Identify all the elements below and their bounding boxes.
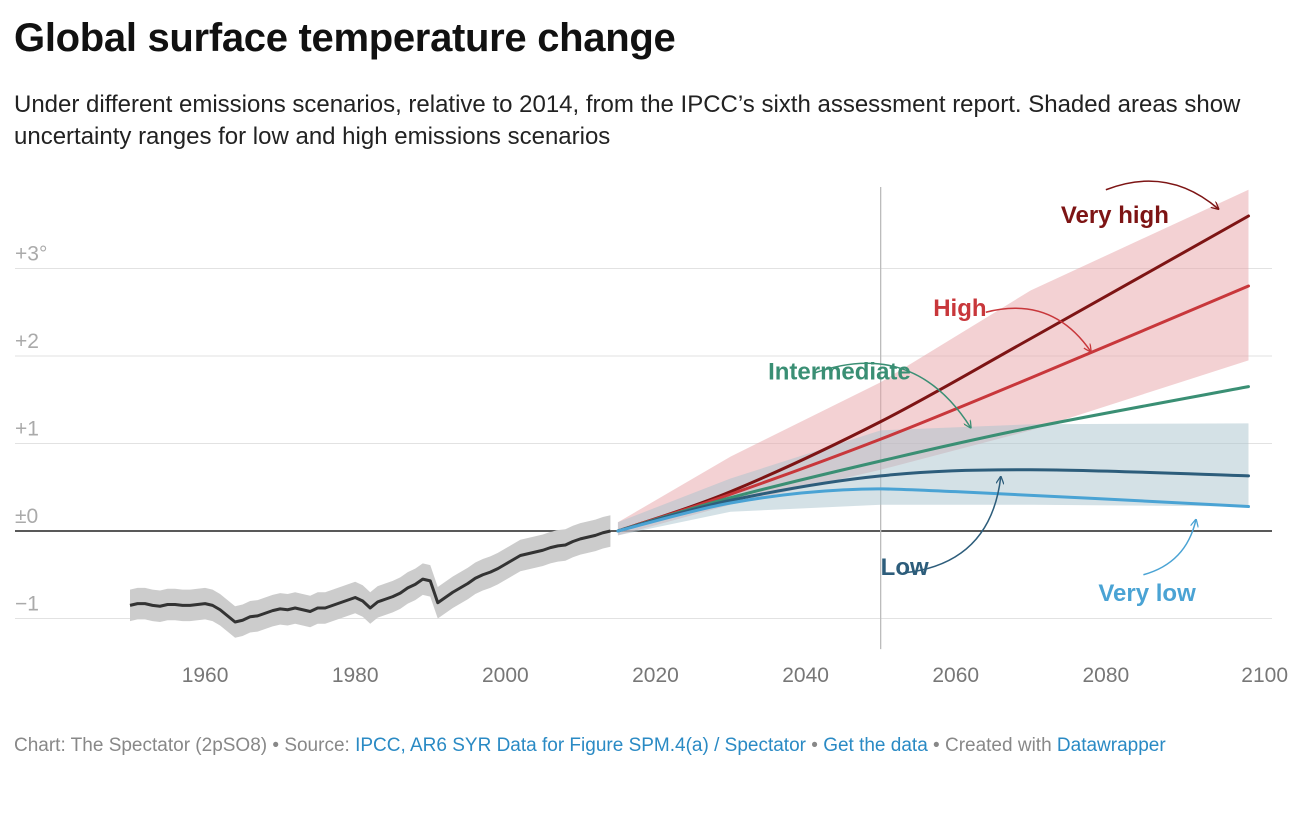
annotation-label-very-high: Very high [1061,202,1169,229]
footer-credit: Chart: The Spectator (2pSO8) • Source: [14,735,356,756]
uncertainty-band-low [617,423,1249,536]
annotation-label-high: High [933,295,986,322]
uncertainty-bands [617,189,1249,536]
chart-title: Global surface temperature change [14,16,676,60]
chart-footer: Chart: The Spectator (2pSO8) • Source: I… [14,733,1234,759]
x-tick-label: 2060 [932,664,979,687]
historical-series-line [129,529,611,624]
y-tick-label: −1 [15,593,39,616]
series-line-intermediate [616,385,1250,533]
footer-separator: • [805,735,824,756]
chart-subtitle: Under different emissions scenarios, rel… [14,91,1241,150]
scenario-lines [616,214,1250,533]
annotation-arrow [1105,180,1219,209]
x-tick-label: 2100 [1241,664,1288,687]
y-tick-label: +3° [15,243,47,266]
uncertainty-band-high [617,189,1249,536]
temperature-chart: Very high High Intermediate Low Very low +3°… [15,180,1288,688]
x-tick-label: 2020 [632,664,679,687]
y-tick-label: +1 [15,418,39,441]
x-tick-label: 2000 [482,664,529,687]
annotation-arrow [985,307,1091,351]
series-line-high [616,284,1250,533]
y-tick-label: +2 [15,330,39,353]
x-tick-label: 2040 [782,664,829,687]
annotation-arrow [1143,520,1196,576]
y-tick-label: ±0 [15,505,38,528]
x-tick-label: 1960 [182,664,229,687]
annotation-arrow [903,477,1001,574]
historical-uncertainty-band [130,515,611,638]
get-data-link[interactable]: Get the data [823,735,928,756]
datawrapper-link[interactable]: Datawrapper [1056,735,1166,756]
footer-created-with: • Created with [927,735,1057,756]
annotation-label-very-low: Very low [1098,580,1196,607]
historical-layer [129,515,611,638]
series-line-low [616,468,1250,533]
source-link[interactable]: IPCC, AR6 SYR Data for Figure SPM.4(a) /… [355,735,806,756]
series-line-very-low [616,487,1250,533]
annotation-arrow [812,362,971,427]
x-tick-label: 2080 [1083,664,1130,687]
x-tick-label: 1980 [332,664,379,687]
annotation-label-low: Low [881,554,929,581]
axis-labels: +3° +2 +1 ±0 −1 1960 1980 2000 2020 2040 2060 2080 2… [15,243,1288,688]
annotations: Very high High Intermediate Low Very low [768,180,1219,607]
annotation-label-intermediate: Intermediate [768,359,911,386]
